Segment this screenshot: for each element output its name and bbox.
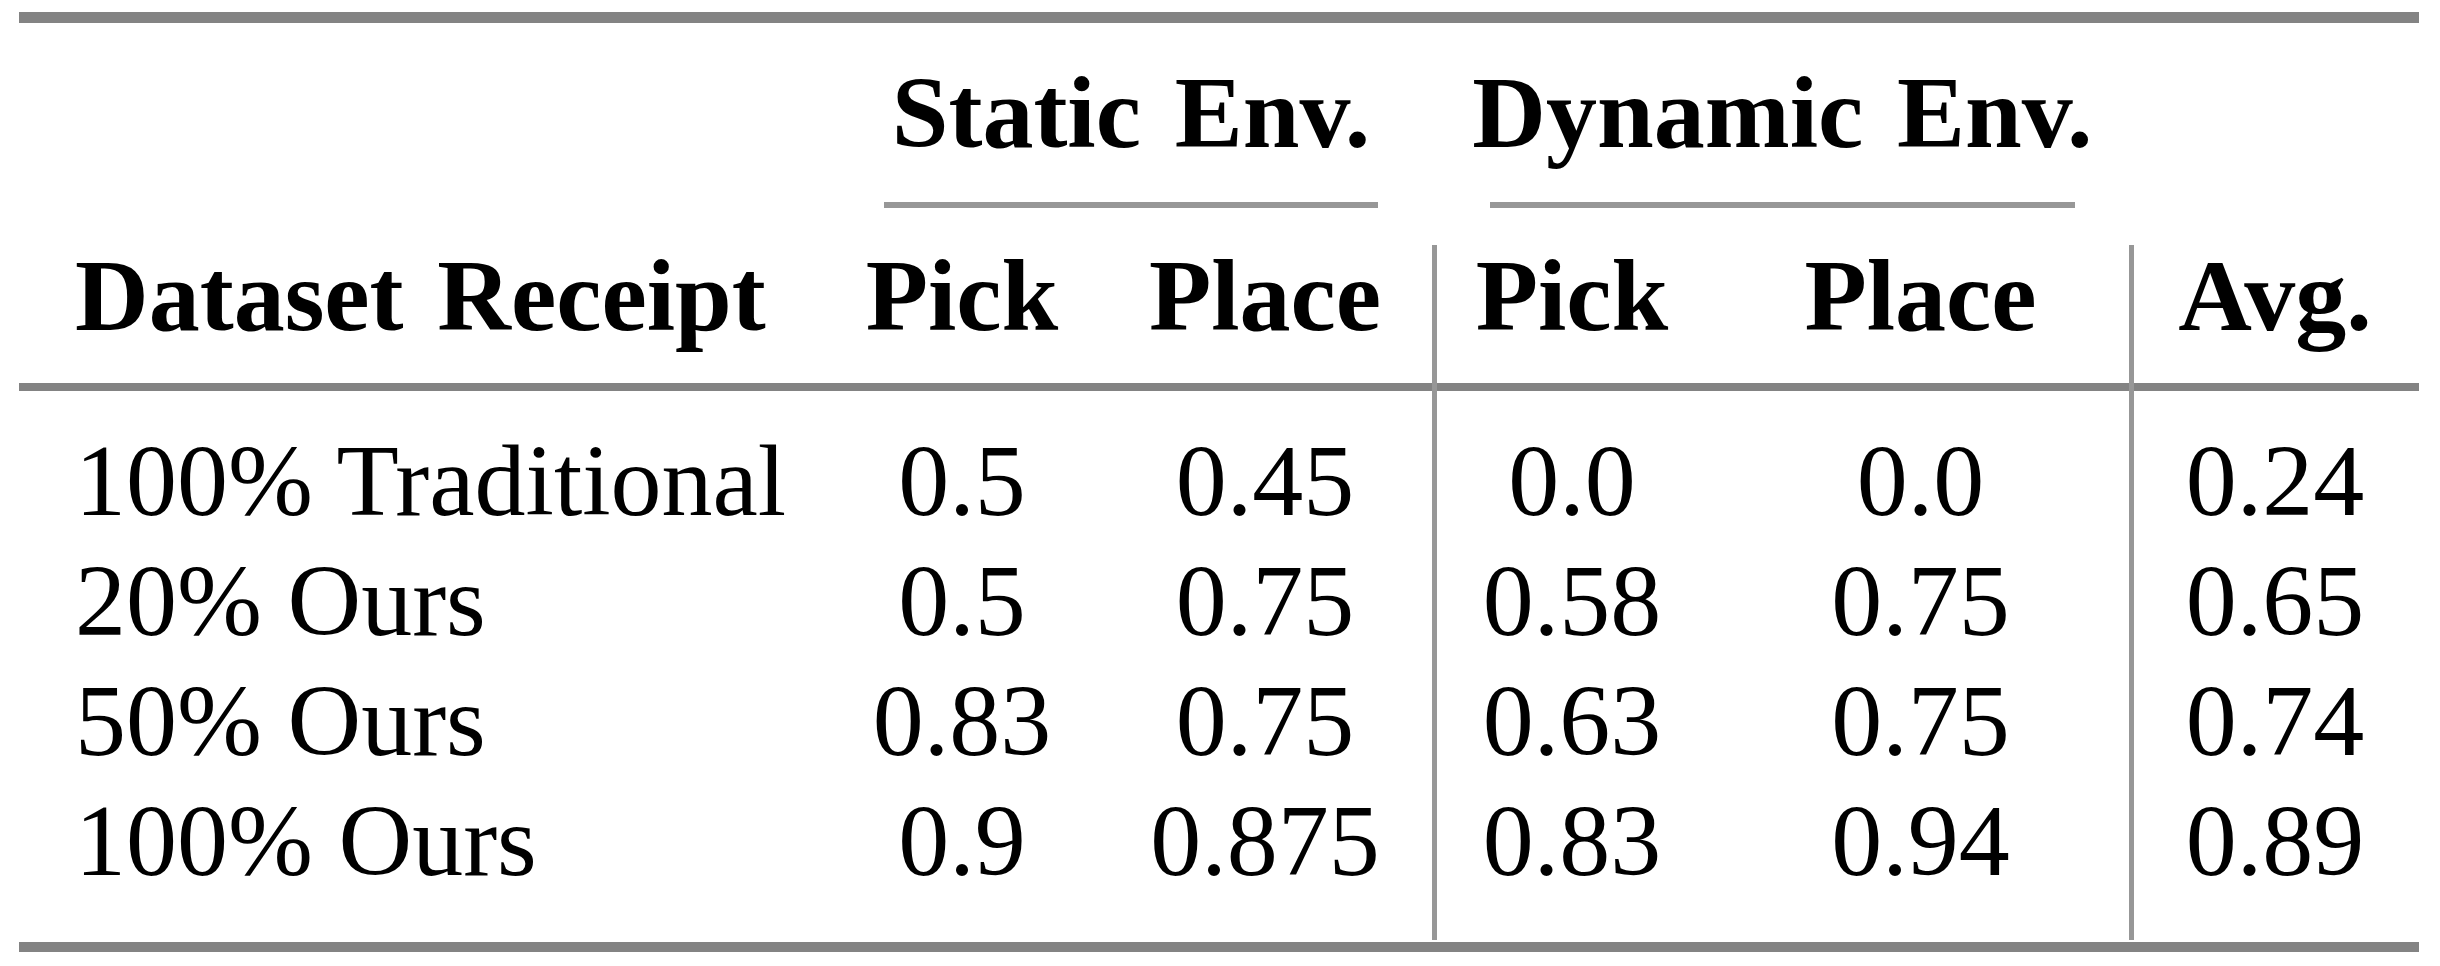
static-env-underline — [884, 202, 1378, 208]
row-label: 50% Ours — [19, 660, 828, 780]
table-bottom-rule — [19, 942, 2419, 952]
column-header-avg: Avg. — [2131, 208, 2419, 383]
row-label: 20% Ours — [19, 540, 828, 660]
group-header-static-env: Static Env. — [828, 23, 1434, 202]
table-row: 100% Traditional 0.5 0.45 0.0 0.0 0.24 — [19, 420, 2419, 540]
static-place-value: 0.75 — [1096, 660, 1434, 780]
table-row: 20% Ours 0.5 0.75 0.58 0.75 0.65 — [19, 540, 2419, 660]
dynamic-pick-value: 0.58 — [1434, 540, 1710, 660]
column-header-dataset-receipt: Dataset Receipt — [19, 208, 828, 383]
avg-value: 0.65 — [2131, 540, 2419, 660]
vertical-separator-static-dynamic — [1432, 245, 1437, 940]
avg-value: 0.74 — [2131, 660, 2419, 780]
static-env-underline-cell — [828, 202, 1434, 208]
static-place-value: 0.75 — [1096, 540, 1434, 660]
column-header-row: Dataset Receipt Pick Place Pick Place Av… — [19, 208, 2419, 383]
dynamic-env-underline — [1490, 202, 2075, 208]
static-pick-value: 0.83 — [828, 660, 1096, 780]
table-header-rule — [19, 383, 2419, 391]
column-header-dynamic-pick: Pick — [1434, 208, 1710, 383]
static-place-value: 0.45 — [1096, 420, 1434, 540]
column-header-static-place: Place — [1096, 208, 1434, 383]
group-header-row: Static Env. Dynamic Env. — [19, 23, 2419, 202]
group-header-dynamic-env: Dynamic Env. — [1434, 23, 2131, 202]
avg-value: 0.24 — [2131, 420, 2419, 540]
vertical-separator-dynamic-avg — [2129, 245, 2134, 940]
avg-value: 0.89 — [2131, 780, 2419, 900]
paper-results-table-page: Static Env. Dynamic Env. Dataset Receipt… — [0, 0, 2440, 966]
dynamic-env-underline-cell — [1434, 202, 2131, 208]
table-top-rule — [19, 12, 2419, 23]
row-label: 100% Traditional — [19, 420, 828, 540]
row-label: 100% Ours — [19, 780, 828, 900]
static-pick-value: 0.5 — [828, 420, 1096, 540]
table-row: 50% Ours 0.83 0.75 0.63 0.75 0.74 — [19, 660, 2419, 780]
dynamic-place-value: 0.75 — [1710, 660, 2131, 780]
dynamic-pick-value: 0.83 — [1434, 780, 1710, 900]
dynamic-place-value: 0.94 — [1710, 780, 2131, 900]
static-pick-value: 0.9 — [828, 780, 1096, 900]
column-header-static-pick: Pick — [828, 208, 1096, 383]
dynamic-place-value: 0.75 — [1710, 540, 2131, 660]
results-table: Static Env. Dynamic Env. Dataset Receipt… — [19, 12, 2419, 952]
column-header-dynamic-place: Place — [1710, 208, 2131, 383]
static-place-value: 0.875 — [1096, 780, 1434, 900]
table-body: 100% Traditional 0.5 0.45 0.0 0.0 0.24 2… — [19, 391, 2419, 942]
table-row: 100% Ours 0.9 0.875 0.83 0.94 0.89 — [19, 780, 2419, 900]
dynamic-place-value: 0.0 — [1710, 420, 2131, 540]
dynamic-pick-value: 0.0 — [1434, 420, 1710, 540]
dynamic-pick-value: 0.63 — [1434, 660, 1710, 780]
static-pick-value: 0.5 — [828, 540, 1096, 660]
